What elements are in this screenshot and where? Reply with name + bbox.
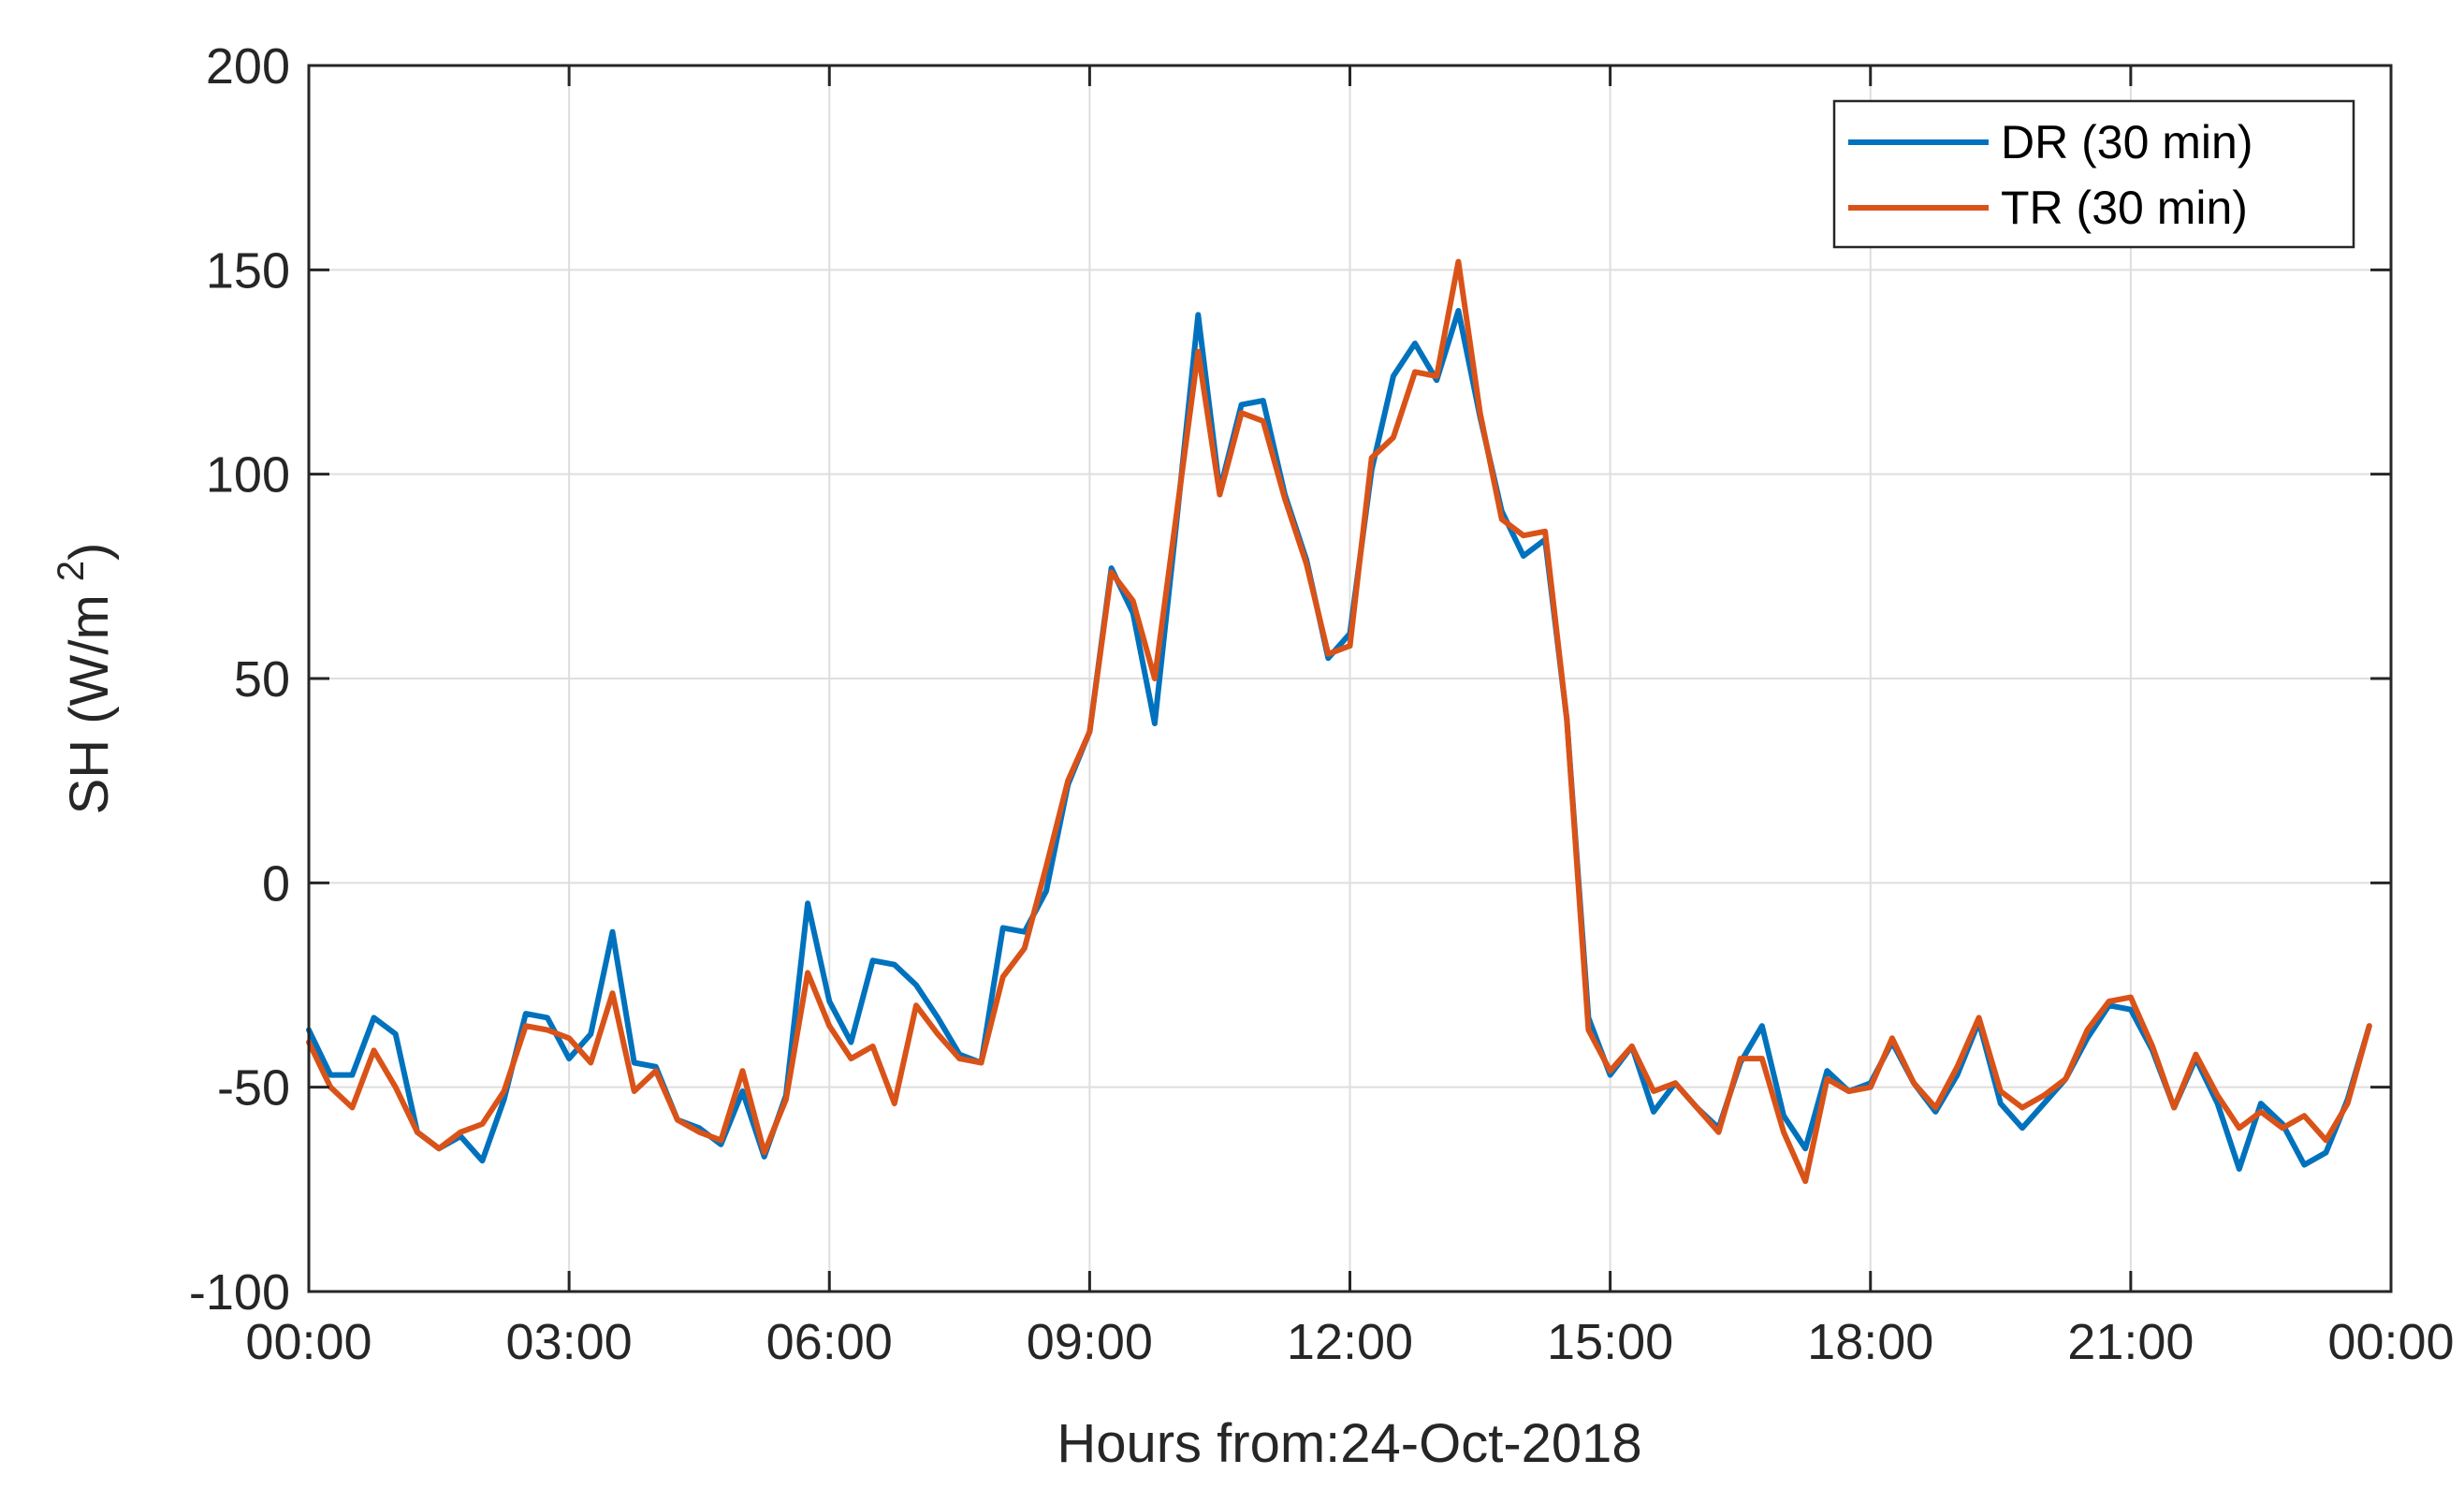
y-tick-label: 100 <box>206 447 290 504</box>
y-tick-label: -50 <box>217 1060 290 1117</box>
y-axis-tick-labels: -100 -50 0 50 100 150 200 <box>189 38 290 1321</box>
series-line-dr <box>306 308 2372 1172</box>
y-tick-label: 150 <box>206 242 290 299</box>
x-axis-title: Hours from:24-Oct-2018 <box>1057 1413 1641 1474</box>
x-tick-label: 03:00 <box>506 1314 633 1370</box>
x-tick-label: 00:00 <box>245 1314 372 1370</box>
x-tick-label: 12:00 <box>1287 1314 1413 1370</box>
series-lines <box>306 258 2372 1185</box>
legend-label-dr: DR (30 min) <box>2001 116 2253 168</box>
y-tick-label: 0 <box>262 855 290 912</box>
svg-text:SH (W/m2): SH (W/m 2) <box>51 543 120 815</box>
y-axis-title-group: SH (W/m 2) <box>51 543 120 815</box>
axis-ticks <box>307 64 2393 1293</box>
y-axis-title-close: ) <box>59 543 120 561</box>
x-tick-label: 06:00 <box>766 1314 893 1370</box>
y-axis-title-superscript: 2 <box>51 561 92 581</box>
y-axis-title: SH (W/m <box>59 594 120 814</box>
x-tick-label: 00:00 <box>2327 1314 2454 1370</box>
legend-label-tr: TR (30 min) <box>2001 182 2248 234</box>
legend: DR (30 min) TR (30 min) <box>1832 99 2355 249</box>
y-tick-label: -100 <box>189 1264 290 1321</box>
legend-box <box>1832 99 2355 249</box>
y-tick-label: 50 <box>234 651 290 708</box>
y-tick-label: 200 <box>206 38 290 95</box>
series-line-tr <box>306 258 2372 1185</box>
x-tick-label: 09:00 <box>1027 1314 1153 1370</box>
x-tick-label: 21:00 <box>2067 1314 2194 1370</box>
x-tick-label: 15:00 <box>1547 1314 1673 1370</box>
x-tick-label: 18:00 <box>1807 1314 1933 1370</box>
x-axis-tick-labels: 00:00 03:00 06:00 09:00 12:00 15:00 18:00 21:00… <box>245 1314 2454 1370</box>
